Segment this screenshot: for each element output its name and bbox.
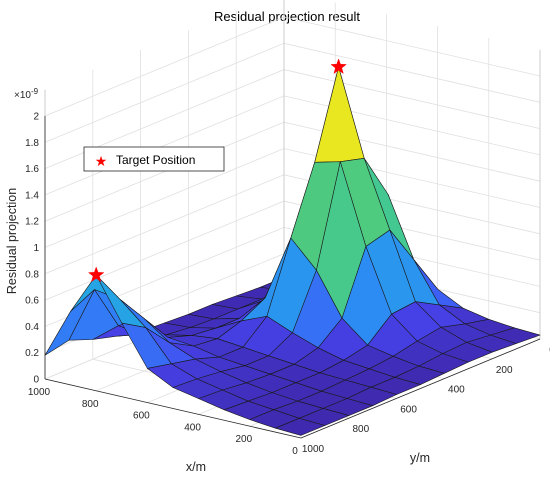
- z-tick-label: 2: [33, 112, 39, 123]
- y-tick-label: 800: [352, 424, 369, 435]
- x-tick-label: 600: [133, 411, 150, 422]
- y-tick-label: 400: [448, 385, 465, 396]
- z-tick-label: 0.2: [25, 348, 39, 359]
- target-marker: [330, 58, 347, 74]
- z-exponent-base: ×10-9: [14, 87, 39, 101]
- z-tick-label: 1.6: [25, 164, 39, 175]
- y-axis-label: y/m: [410, 451, 430, 465]
- x-tick-label: 0: [292, 446, 298, 457]
- z-tick-label: 1: [33, 243, 39, 254]
- z-tick-label: 1.8: [25, 138, 39, 149]
- legend-label: Target Position: [116, 153, 195, 167]
- y-axis-line: [300, 338, 541, 439]
- axis-ticks: 0 0.2 0.4 0.6 0.8 1 1.2 1.4 1.6 1.8 2 0 200 400 600 800…: [25, 112, 550, 458]
- x-axis-line: [44, 378, 302, 439]
- x-tick-label: 400: [184, 422, 201, 433]
- z-tick-label: 0.4: [25, 322, 39, 333]
- z-tick-label: 1.2: [25, 217, 39, 228]
- target-markers: [87, 58, 347, 283]
- legend-box: [83, 146, 225, 172]
- z-tick-label: 1.4: [25, 190, 39, 201]
- x-tick-label: 200: [235, 434, 252, 445]
- y-tick-label: 1000: [302, 444, 325, 455]
- x-tick-label: 800: [82, 399, 99, 410]
- legend: ★ Target Position: [83, 146, 225, 172]
- y-tick-label: 200: [496, 365, 513, 376]
- target-marker: [87, 266, 105, 283]
- surface-mesh: [44, 66, 541, 436]
- z-axis-label: Residual projection: [5, 188, 19, 294]
- legend-marker: ★: [95, 154, 108, 170]
- z-tick-label: 0.8: [25, 269, 39, 280]
- x-tick-label: 1000: [28, 387, 51, 398]
- y-tick-label: 600: [400, 404, 417, 415]
- z-tick-label: 0.6: [25, 296, 39, 307]
- x-axis-label: x/m: [186, 460, 206, 474]
- z-tick-label: 0: [33, 375, 39, 386]
- chart-title: Residual projection result: [214, 9, 360, 24]
- surface-face: [275, 417, 326, 436]
